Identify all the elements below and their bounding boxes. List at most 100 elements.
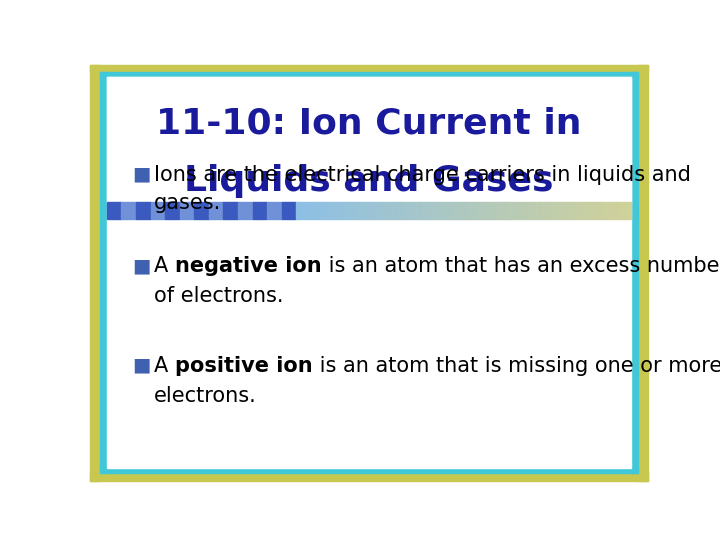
Bar [562,202,564,219]
Bar [536,202,539,219]
Bar [623,202,626,219]
Bar [617,202,620,219]
Bar [520,202,523,219]
Bar [344,202,347,219]
Bar [100,72,638,77]
Bar [411,202,413,219]
Bar [433,202,436,219]
Bar [209,202,223,219]
Bar [612,202,614,219]
Bar [441,202,444,219]
Bar [90,65,648,72]
Bar [282,202,297,219]
Text: of electrons.: of electrons. [154,286,284,306]
Bar [425,202,428,219]
Bar [297,202,300,219]
Bar [386,202,389,219]
Bar [223,202,238,219]
Bar [478,202,480,219]
Bar [364,202,366,219]
Bar [481,202,483,219]
Bar [638,65,648,481]
Bar [324,202,327,219]
Bar [629,202,631,219]
Bar [397,202,400,219]
Bar [564,202,567,219]
Bar [542,202,545,219]
Text: is an atom that has an excess number: is an atom that has an excess number [322,256,720,276]
Bar [503,202,505,219]
Bar [500,202,503,219]
Bar [319,202,322,219]
Bar [550,202,553,219]
Bar [419,202,422,219]
Bar [180,202,194,219]
Bar [461,202,464,219]
Bar [590,202,592,219]
Bar [495,202,498,219]
Bar [310,202,313,219]
Bar [100,72,107,473]
Bar [467,202,469,219]
Text: ■: ■ [132,165,150,184]
Bar [523,202,525,219]
Bar [366,202,369,219]
Text: positive ion: positive ion [175,356,312,376]
Bar [486,202,489,219]
Bar [581,202,584,219]
Bar [592,202,595,219]
Bar [416,202,419,219]
Text: ■: ■ [132,356,150,375]
Bar [361,202,364,219]
Bar [545,202,547,219]
Text: Ions are the electrical charge carriers in liquids and
gases.: Ions are the electrical charge carriers … [154,165,691,213]
Bar [458,202,461,219]
Bar [547,202,550,219]
Bar [372,202,374,219]
Bar [165,202,180,219]
Bar [302,202,305,219]
Bar [352,202,355,219]
Bar [330,202,333,219]
Bar [505,202,508,219]
Bar [606,202,609,219]
Bar [531,202,534,219]
Bar [508,202,511,219]
Bar [377,202,380,219]
Bar [402,202,405,219]
Bar [598,202,600,219]
Bar [408,202,411,219]
Bar [584,202,587,219]
Bar [400,202,402,219]
Bar [450,202,453,219]
Bar [472,202,475,219]
Bar [90,65,100,481]
Bar [444,202,447,219]
Bar [122,202,136,219]
Bar [609,202,612,219]
Bar [405,202,408,219]
Bar [600,202,603,219]
Bar [526,202,528,219]
Bar [347,202,349,219]
Bar [447,202,450,219]
Bar [456,202,458,219]
Bar [469,202,472,219]
Bar [338,202,341,219]
Bar [492,202,495,219]
Bar [355,202,358,219]
Bar [567,202,570,219]
Bar [389,202,392,219]
Bar [358,202,361,219]
Text: 11-10: Ion Current in: 11-10: Ion Current in [156,106,582,140]
Bar [422,202,425,219]
Bar [392,202,394,219]
Bar [107,77,631,202]
Bar [436,202,438,219]
Bar [603,202,606,219]
Bar [100,468,638,473]
Bar [498,202,500,219]
Bar [614,202,617,219]
Bar [620,202,623,219]
Bar [453,202,456,219]
